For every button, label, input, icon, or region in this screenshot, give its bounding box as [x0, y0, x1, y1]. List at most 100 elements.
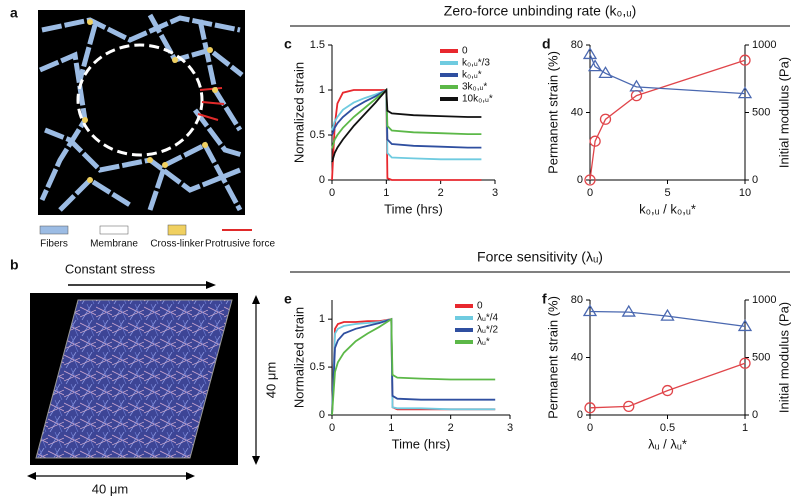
x-axis-label: Time (hrs) [392, 436, 451, 451]
x-axis-label: Time (hrs) [384, 201, 443, 216]
legend-label: 0 [462, 46, 468, 57]
series-line [331, 89, 482, 181]
panel-label: d [542, 36, 551, 52]
marker [587, 59, 603, 72]
legend-label: Fibers [40, 239, 68, 250]
arrow-head [252, 456, 260, 465]
x-tick-label: 5 [664, 187, 670, 199]
y2-tick-label: 0 [752, 174, 758, 186]
x-tick-label: 0 [587, 187, 593, 199]
legend-label: λᵤ* [477, 337, 490, 348]
y-tick-label: 0 [577, 409, 583, 421]
series-line [589, 310, 746, 328]
legend-swatch [39, 225, 69, 235]
y2-tick-label: 500 [752, 106, 770, 118]
series-line [589, 362, 746, 409]
series-line [589, 54, 746, 95]
y2-tick-label: 1000 [752, 39, 776, 51]
x-tick-label: 10 [739, 187, 751, 199]
legend-swatch [99, 225, 129, 235]
y-axis-label: Permanent strain (%) [545, 51, 560, 174]
y2-tick-label: 0 [752, 409, 758, 421]
marker [739, 357, 751, 369]
marker [621, 304, 636, 317]
legend-label: λᵤ*/4 [477, 313, 498, 324]
x-tick-label: 0.5 [660, 422, 675, 434]
series-line [331, 87, 482, 163]
stress-label: Constant stress [65, 261, 156, 276]
arrow-head [206, 281, 216, 289]
section-header: Force sensitivity (λᵤ) [477, 249, 603, 265]
marker [660, 308, 675, 321]
y-tick-label: 1 [319, 313, 325, 325]
x-axis-label: λᵤ / λᵤ* [648, 436, 687, 451]
series-line [331, 318, 496, 416]
series-line [331, 88, 482, 149]
marker [629, 79, 644, 92]
marker [584, 174, 596, 186]
y-axis-label: Normalized strain [291, 307, 306, 408]
y-tick-label: 0 [319, 174, 325, 186]
arrow-head [27, 472, 36, 480]
series-line [331, 88, 482, 149]
y-tick-label: 80 [571, 39, 583, 51]
marker [598, 66, 613, 78]
series-line [331, 317, 496, 416]
y-tick-label: 1.5 [310, 39, 325, 51]
y-tick-label: 0.5 [310, 361, 325, 373]
x-tick-label: 2 [448, 422, 454, 434]
y2-tick-label: 1000 [752, 294, 776, 306]
x-tick-label: 2 [438, 187, 444, 199]
dimension-label: 40 μm [263, 362, 278, 398]
network [35, 299, 233, 459]
marker [599, 113, 612, 125]
y2-tick-label: 500 [752, 351, 770, 363]
x-axis-label: k₀,ᵤ / k₀,ᵤ* [639, 201, 696, 216]
legend-label: 0 [477, 301, 483, 312]
protrusive-forces [197, 87, 225, 121]
arrow-head [186, 472, 195, 480]
legend-label: k₀,ᵤ* [462, 70, 482, 81]
y-tick-label: 0 [577, 174, 583, 186]
y2-axis-label: Initial modulus (Pa) [776, 57, 791, 168]
diagram-background [38, 10, 245, 215]
legend-label: Cross-linker [150, 239, 204, 250]
cross-linkers [82, 19, 218, 183]
y-tick-label: 0.5 [310, 129, 325, 141]
y-tick-label: 1 [319, 84, 325, 96]
marker [582, 47, 598, 60]
legend-label: Membrane [90, 239, 138, 250]
section-header: Zero-force unbinding rate (k₀,ᵤ) [444, 3, 636, 19]
legend-label: 10k₀,ᵤ* [462, 94, 493, 105]
marker [661, 384, 674, 397]
y-axis-label: Permanent strain (%) [545, 296, 560, 419]
series-line [331, 318, 496, 416]
y-tick-label: 80 [571, 294, 583, 306]
marker [737, 319, 753, 332]
panel-label: a [10, 5, 18, 21]
marker [623, 400, 635, 413]
x-tick-label: 1 [383, 187, 389, 199]
panel-label: e [284, 291, 292, 307]
y-tick-label: 0 [319, 409, 325, 421]
y-tick-label: 40 [571, 106, 583, 118]
x-tick-label: 0 [329, 422, 335, 434]
x-tick-label: 1 [388, 422, 394, 434]
marker [589, 135, 601, 147]
legend-label: k₀,ᵤ*/3 [462, 58, 490, 69]
marker [582, 304, 598, 317]
x-tick-label: 1 [742, 422, 748, 434]
panel-label: c [284, 36, 292, 52]
legend-label: 3k₀,ᵤ* [462, 82, 487, 93]
panel-label: f [542, 291, 547, 307]
marker [739, 54, 751, 66]
panel-label: b [10, 257, 19, 273]
legend-label: Protrusive force [205, 239, 275, 250]
arrow-head [252, 295, 260, 304]
series-line [331, 317, 496, 416]
legend-label: λᵤ*/2 [477, 325, 498, 336]
series-line [589, 59, 746, 181]
x-tick-label: 0 [329, 187, 335, 199]
